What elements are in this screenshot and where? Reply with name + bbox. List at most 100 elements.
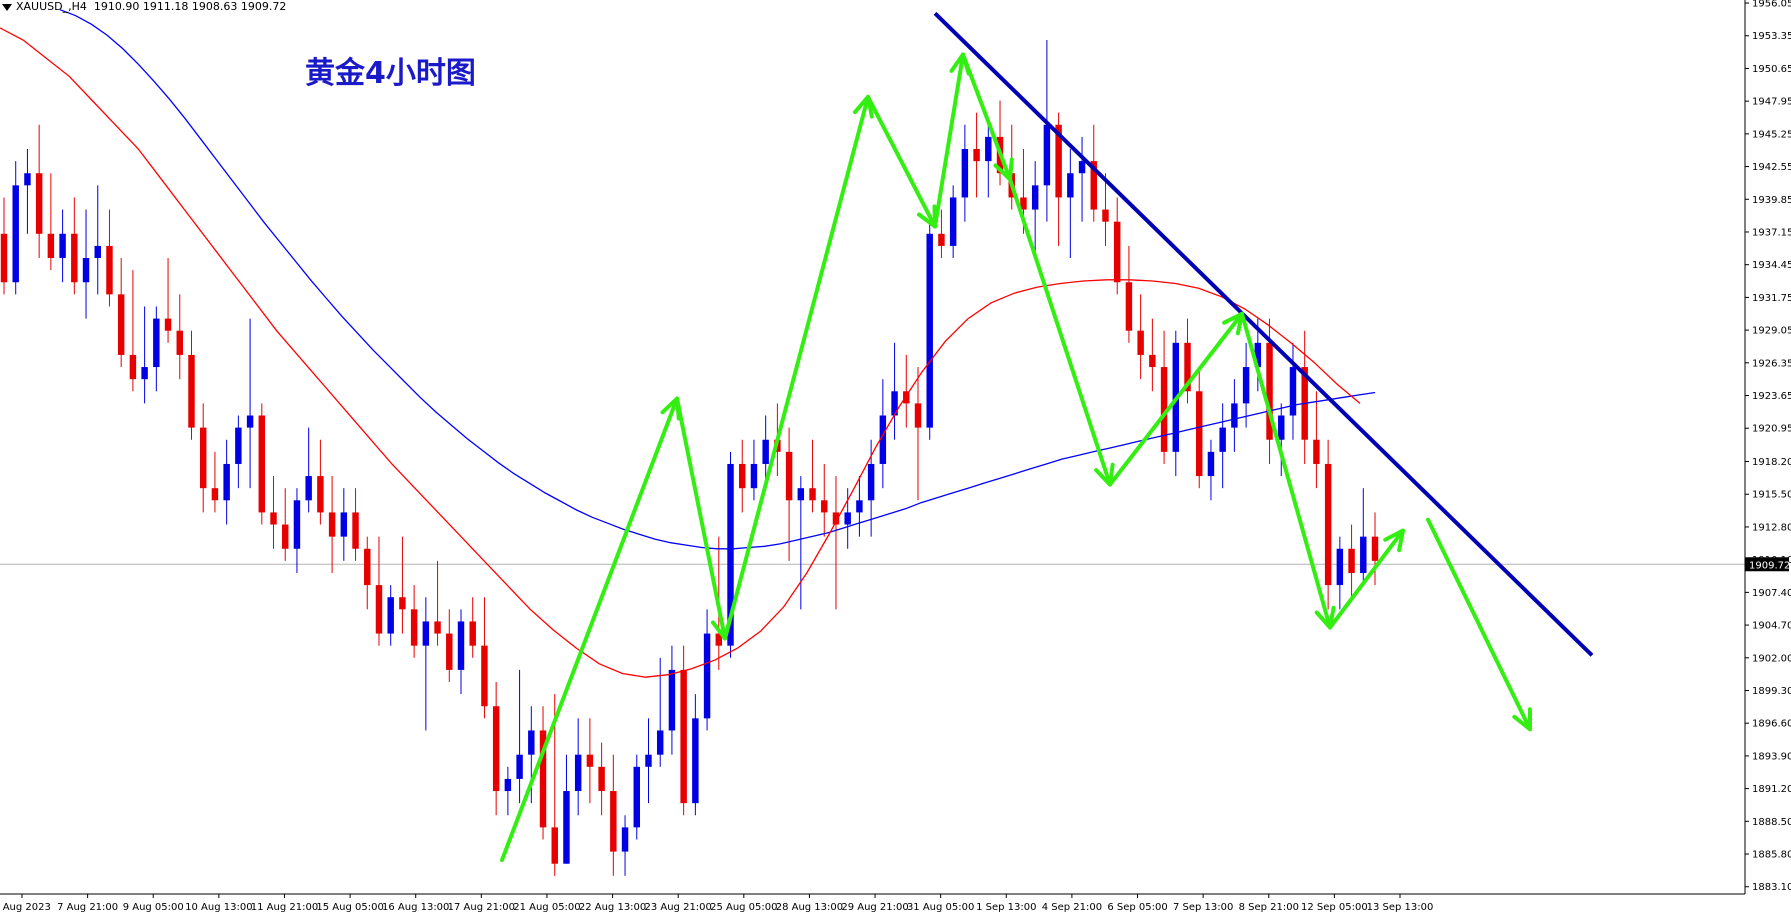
candle-body	[258, 415, 266, 513]
candle-body	[1336, 548, 1344, 586]
candle-body	[528, 730, 535, 755]
candle-body	[656, 730, 664, 755]
y-tick-label: 1926.35	[1752, 358, 1791, 369]
wave-arrow	[1240, 311, 1332, 630]
x-tick-label: 23 Aug 21:00	[644, 902, 711, 913]
candle-body	[1254, 342, 1262, 368]
x-tick-label: 31 Aug 05:00	[907, 902, 974, 913]
candle-body	[469, 621, 476, 646]
candle-body	[94, 245, 101, 259]
candle-body	[715, 633, 723, 646]
y-tick-label: 1931.75	[1752, 293, 1791, 304]
x-tick-label: 16 Aug 13:00	[382, 902, 449, 913]
candle-body	[1043, 124, 1051, 186]
candle-body	[223, 463, 230, 501]
candle-body	[856, 500, 863, 513]
candle-body	[375, 585, 383, 634]
projection-arrow	[1426, 517, 1532, 732]
candle-body	[282, 524, 289, 549]
x-tick-label: 29 Aug 21:00	[841, 902, 908, 913]
y-tick-label: 1907.40	[1752, 588, 1791, 599]
candle-body	[1184, 342, 1191, 392]
candle-body	[809, 488, 816, 501]
candle-body	[47, 233, 55, 259]
candle-body	[457, 621, 465, 670]
candle-body	[129, 354, 137, 380]
candle-body	[153, 318, 160, 368]
candle-body	[176, 330, 183, 355]
candle-body	[574, 754, 582, 792]
candle-body	[727, 463, 734, 646]
candle-body	[1031, 185, 1039, 210]
candle-body	[1266, 342, 1273, 440]
candle-body	[1196, 391, 1203, 477]
y-tick-label: 1950.65	[1752, 64, 1791, 75]
y-tick-label: 1934.45	[1752, 260, 1791, 271]
candle-body	[410, 609, 418, 646]
candle-body	[563, 791, 570, 864]
candle-body	[949, 197, 957, 246]
candle-body	[211, 488, 219, 501]
candle-body	[1313, 439, 1320, 464]
candle-body	[1055, 124, 1062, 198]
moving-average-fast	[0, 27, 1361, 678]
y-tick-label: 1883.10	[1752, 882, 1791, 893]
candle-body	[750, 463, 758, 489]
candle-body	[621, 827, 629, 852]
y-tick-label: 1891.20	[1752, 784, 1791, 795]
candle-body	[82, 258, 90, 283]
candle-body	[246, 415, 254, 428]
candle-body	[35, 173, 43, 234]
candle-body	[914, 403, 922, 428]
candle-body	[492, 706, 500, 792]
x-tick-label: 7 Sep 13:00	[1173, 902, 1233, 913]
y-tick-label: 1942.55	[1752, 162, 1791, 173]
y-tick-label: 1888.50	[1752, 817, 1791, 828]
candle-body	[703, 633, 711, 719]
candle-body	[1160, 367, 1168, 452]
y-tick-label: 1885.80	[1752, 850, 1791, 861]
candle-body	[422, 621, 430, 646]
x-tick-label: 12 Sep 05:00	[1301, 902, 1368, 913]
candle-body	[1289, 367, 1297, 416]
candle-body	[387, 597, 394, 634]
candle-body	[364, 548, 371, 586]
candle-body	[340, 512, 348, 537]
candle-body	[1137, 330, 1144, 355]
candle-body	[739, 463, 746, 489]
candle-body	[867, 463, 875, 501]
x-tick-label: 17 Aug 21:00	[448, 902, 515, 913]
current-price-tag	[1745, 557, 1789, 572]
y-tick-label: 1945.25	[1752, 129, 1791, 140]
wave-arrow	[1108, 311, 1244, 487]
candle-body	[352, 512, 359, 549]
candle-body	[1371, 536, 1379, 561]
downtrend-line	[933, 11, 1594, 657]
candle-body	[1278, 415, 1285, 440]
candle-body	[1090, 161, 1097, 210]
candle-body	[973, 149, 980, 162]
candle-body	[985, 136, 992, 162]
candle-body	[1078, 161, 1086, 174]
candle-body	[1231, 403, 1238, 428]
candle-body	[551, 827, 558, 864]
candle-body	[785, 451, 793, 501]
candle-body	[1348, 548, 1355, 573]
chart-header: XAUUSD_,H4 1910.90 1911.18 1908.63 1909.…	[2, 0, 286, 13]
x-tick-label: 1 Sep 13:00	[976, 902, 1036, 913]
candle-body	[117, 294, 125, 355]
candle-body	[199, 427, 207, 489]
y-tick-label: 1918.20	[1752, 457, 1791, 468]
x-tick-label: 9 Aug 05:00	[123, 902, 184, 913]
x-tick-label: 22 Aug 13:00	[579, 902, 646, 913]
candle-body	[516, 754, 523, 779]
y-tick-label: 1912.80	[1752, 522, 1791, 533]
candle-body	[141, 367, 148, 380]
y-tick-label: 1904.70	[1752, 621, 1791, 632]
y-tick-label: 1929.05	[1752, 326, 1791, 337]
x-tick-label: 6 Sep 05:00	[1107, 902, 1167, 913]
candle-body	[106, 245, 113, 295]
candle-body	[1207, 451, 1215, 477]
candle-body	[0, 233, 8, 283]
